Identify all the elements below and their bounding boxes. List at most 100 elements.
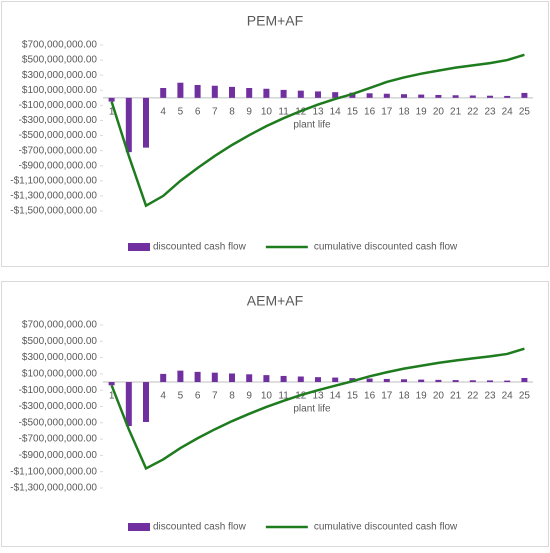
x-tick-label: 14 bbox=[330, 391, 342, 402]
x-tick-label: 21 bbox=[450, 106, 462, 117]
bar bbox=[280, 89, 287, 98]
bar bbox=[125, 97, 132, 153]
bar bbox=[315, 91, 321, 98]
x-tick-label: 11 bbox=[278, 391, 289, 402]
x-tick-label: 9 bbox=[246, 106, 252, 117]
legend-label: discounted cash flow bbox=[153, 522, 247, 533]
legend-swatch bbox=[128, 243, 150, 251]
chart: AEM+AF $700,000,000.00 $500,000,000.00 $300… bbox=[1, 281, 549, 547]
x-tick-label: 10 bbox=[261, 391, 273, 402]
bar bbox=[452, 380, 459, 383]
y-tick-label: -$100,000,000.00 bbox=[19, 385, 98, 396]
bar bbox=[143, 97, 149, 148]
y-tick-label: -$700,000,000.00 bbox=[19, 145, 98, 156]
x-tick-label: 18 bbox=[398, 106, 410, 117]
chart-title: PEM+AF bbox=[247, 13, 303, 29]
bar bbox=[280, 375, 287, 383]
bar bbox=[435, 379, 442, 383]
legend-label: cumulative discounted cash flow bbox=[314, 242, 458, 253]
y-tick-label: $300,000,000.00 bbox=[22, 70, 98, 81]
chart-frame bbox=[1, 281, 549, 547]
x-tick-label: 24 bbox=[502, 391, 514, 402]
bar bbox=[383, 93, 390, 98]
chart-frame bbox=[1, 1, 549, 267]
x-tick-label: 11 bbox=[278, 106, 289, 117]
x-tick-label: 24 bbox=[502, 106, 514, 117]
bar bbox=[263, 88, 270, 98]
legend-label: discounted cash flow bbox=[153, 242, 247, 253]
bar bbox=[366, 378, 373, 383]
y-tick-label: -$1,100,000,000.00 bbox=[10, 466, 97, 477]
bar bbox=[246, 374, 253, 383]
x-tick-label: 20 bbox=[433, 391, 445, 402]
x-tick-label: 5 bbox=[178, 106, 184, 117]
bar bbox=[487, 95, 493, 98]
bar bbox=[521, 377, 528, 383]
y-tick-label: $500,000,000.00 bbox=[22, 336, 98, 347]
x-axis-label: plant life bbox=[293, 404, 331, 415]
x-tick-label: 16 bbox=[364, 391, 376, 402]
y-tick-label: -$700,000,000.00 bbox=[19, 434, 98, 445]
x-tick-label: 4 bbox=[160, 391, 166, 402]
bar bbox=[504, 380, 511, 383]
x-tick-label: 22 bbox=[467, 106, 479, 117]
bar bbox=[194, 84, 201, 98]
x-tick-label: 19 bbox=[416, 391, 428, 402]
x-tick-label: 25 bbox=[519, 391, 531, 402]
x-tick-label: 4 bbox=[160, 106, 166, 117]
bar bbox=[211, 372, 218, 383]
bar bbox=[125, 382, 132, 427]
bar bbox=[263, 375, 270, 383]
y-tick-label: -$1,500,000,000.00 bbox=[10, 206, 97, 217]
y-tick-label: -$500,000,000.00 bbox=[19, 130, 98, 141]
y-tick-label: -$300,000,000.00 bbox=[19, 401, 98, 412]
x-tick-label: 7 bbox=[212, 391, 218, 402]
bar bbox=[383, 378, 390, 383]
bar bbox=[211, 85, 218, 98]
y-tick-label: -$100,000,000.00 bbox=[19, 100, 98, 111]
bar bbox=[469, 95, 476, 98]
y-tick-label: $300,000,000.00 bbox=[22, 352, 98, 363]
bar bbox=[177, 370, 184, 383]
y-tick-label: $100,000,000.00 bbox=[22, 85, 98, 96]
bar bbox=[401, 94, 407, 98]
y-tick-label: -$1,300,000,000.00 bbox=[10, 191, 97, 202]
x-tick-label: 8 bbox=[229, 106, 235, 117]
x-tick-label: 14 bbox=[330, 106, 342, 117]
bar bbox=[143, 382, 149, 422]
y-tick-label: -$500,000,000.00 bbox=[19, 417, 98, 428]
bar bbox=[297, 376, 304, 383]
x-tick-label: 23 bbox=[484, 106, 496, 117]
bar bbox=[332, 377, 339, 383]
line-series bbox=[110, 347, 525, 471]
bar bbox=[297, 90, 304, 98]
bar bbox=[418, 94, 425, 98]
bar bbox=[194, 371, 201, 383]
x-tick-label: 1 bbox=[109, 391, 115, 402]
bar bbox=[452, 95, 459, 98]
x-tick-label: 17 bbox=[381, 106, 393, 117]
bar bbox=[229, 86, 235, 98]
x-tick-label: 21 bbox=[450, 391, 462, 402]
y-tick-label: $100,000,000.00 bbox=[22, 369, 98, 380]
y-tick-label: -$900,000,000.00 bbox=[19, 160, 98, 171]
chart-title: AEM+AF bbox=[247, 293, 303, 309]
x-tick-label: 22 bbox=[467, 391, 479, 402]
bar bbox=[332, 92, 339, 98]
x-tick-label: 1 bbox=[109, 106, 115, 117]
legend-swatch bbox=[128, 523, 150, 531]
bar bbox=[487, 380, 493, 383]
bar bbox=[229, 373, 235, 383]
bar bbox=[160, 88, 167, 98]
x-tick-label: 6 bbox=[195, 391, 201, 402]
x-axis-label: plant life bbox=[293, 119, 331, 130]
legend-label: cumulative discounted cash flow bbox=[314, 522, 458, 533]
x-tick-label: 23 bbox=[484, 391, 496, 402]
x-tick-label: 25 bbox=[519, 106, 531, 117]
bar bbox=[366, 93, 373, 98]
x-tick-label: 16 bbox=[364, 106, 376, 117]
y-tick-label: -$1,300,000,000.00 bbox=[10, 483, 97, 494]
x-tick-label: 18 bbox=[398, 391, 410, 402]
x-tick-label: 9 bbox=[246, 391, 252, 402]
